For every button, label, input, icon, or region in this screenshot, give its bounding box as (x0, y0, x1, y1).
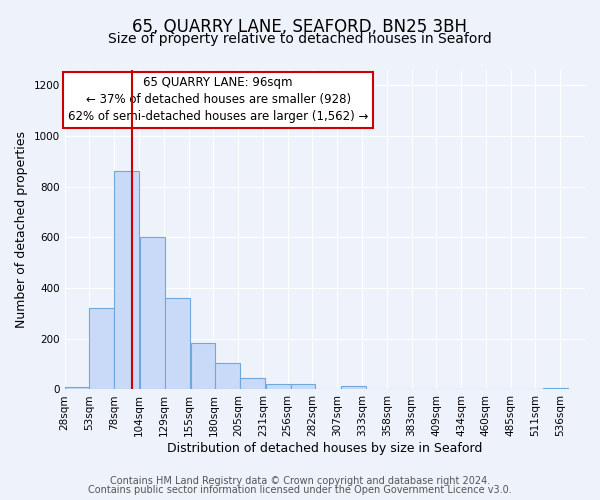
Bar (165, 298, 190, 390)
Bar (240, 378, 265, 390)
Bar (290, 384, 316, 390)
Text: Contains public sector information licensed under the Open Government Licence v3: Contains public sector information licen… (88, 485, 512, 495)
Bar (65, 387, 89, 390)
Bar (341, 386, 366, 390)
Bar (89, 308, 114, 390)
Text: Contains HM Land Registry data © Crown copyright and database right 2024.: Contains HM Land Registry data © Crown c… (110, 476, 490, 486)
Text: 65 QUARRY LANE: 96sqm
← 37% of detached houses are smaller (928)
62% of semi-det: 65 QUARRY LANE: 96sqm ← 37% of detached … (68, 76, 368, 124)
Text: 65, QUARRY LANE, SEAFORD, BN25 3BH: 65, QUARRY LANE, SEAFORD, BN25 3BH (133, 18, 467, 36)
Bar (114, 172, 139, 390)
Bar (215, 363, 240, 390)
Y-axis label: Number of detached properties: Number of detached properties (15, 131, 28, 328)
Bar (140, 238, 165, 390)
Bar (191, 342, 215, 390)
Bar (544, 388, 568, 390)
Text: Size of property relative to detached houses in Seaford: Size of property relative to detached ho… (108, 32, 492, 46)
Bar (266, 384, 290, 390)
X-axis label: Distribution of detached houses by size in Seaford: Distribution of detached houses by size … (167, 442, 482, 455)
